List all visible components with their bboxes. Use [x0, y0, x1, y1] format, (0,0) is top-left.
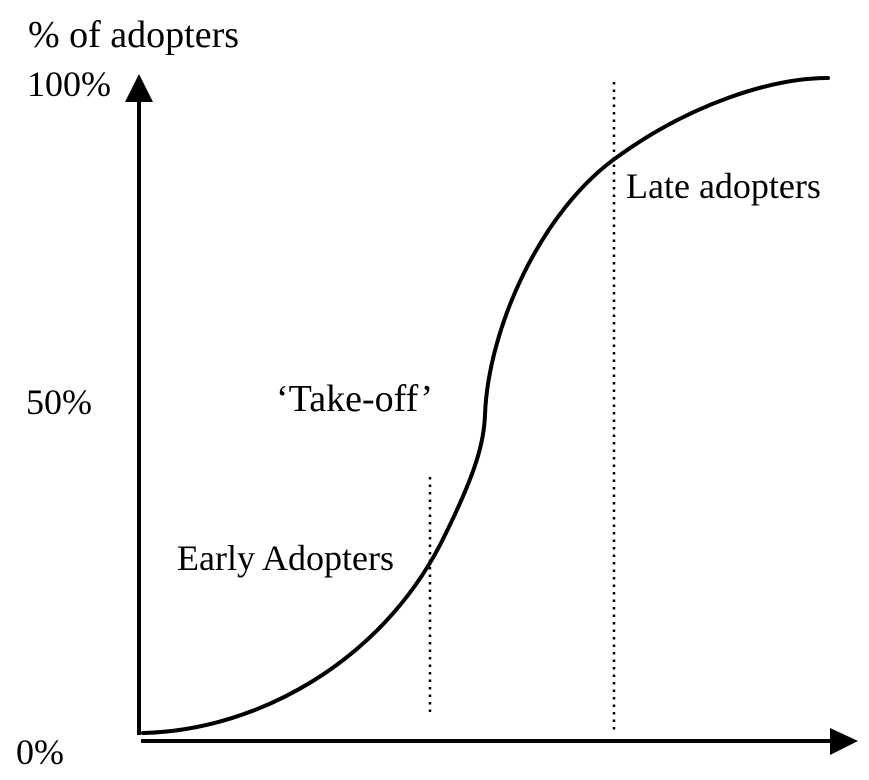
y-axis-title: % of adopters — [28, 14, 240, 56]
y-tick-50: 50% — [26, 382, 92, 422]
y-tick-0: 0% — [16, 732, 64, 772]
y-axis-arrow-icon — [125, 74, 153, 102]
early-adopters-label: Early Adopters — [177, 538, 394, 578]
x-axis-arrow-icon — [830, 728, 858, 755]
adoption-s-curve — [141, 76, 830, 735]
takeoff-label: ‘Take-off’ — [276, 378, 433, 420]
y-tick-100: 100% — [27, 64, 111, 104]
late-adopters-label: Late adopters — [626, 166, 821, 206]
